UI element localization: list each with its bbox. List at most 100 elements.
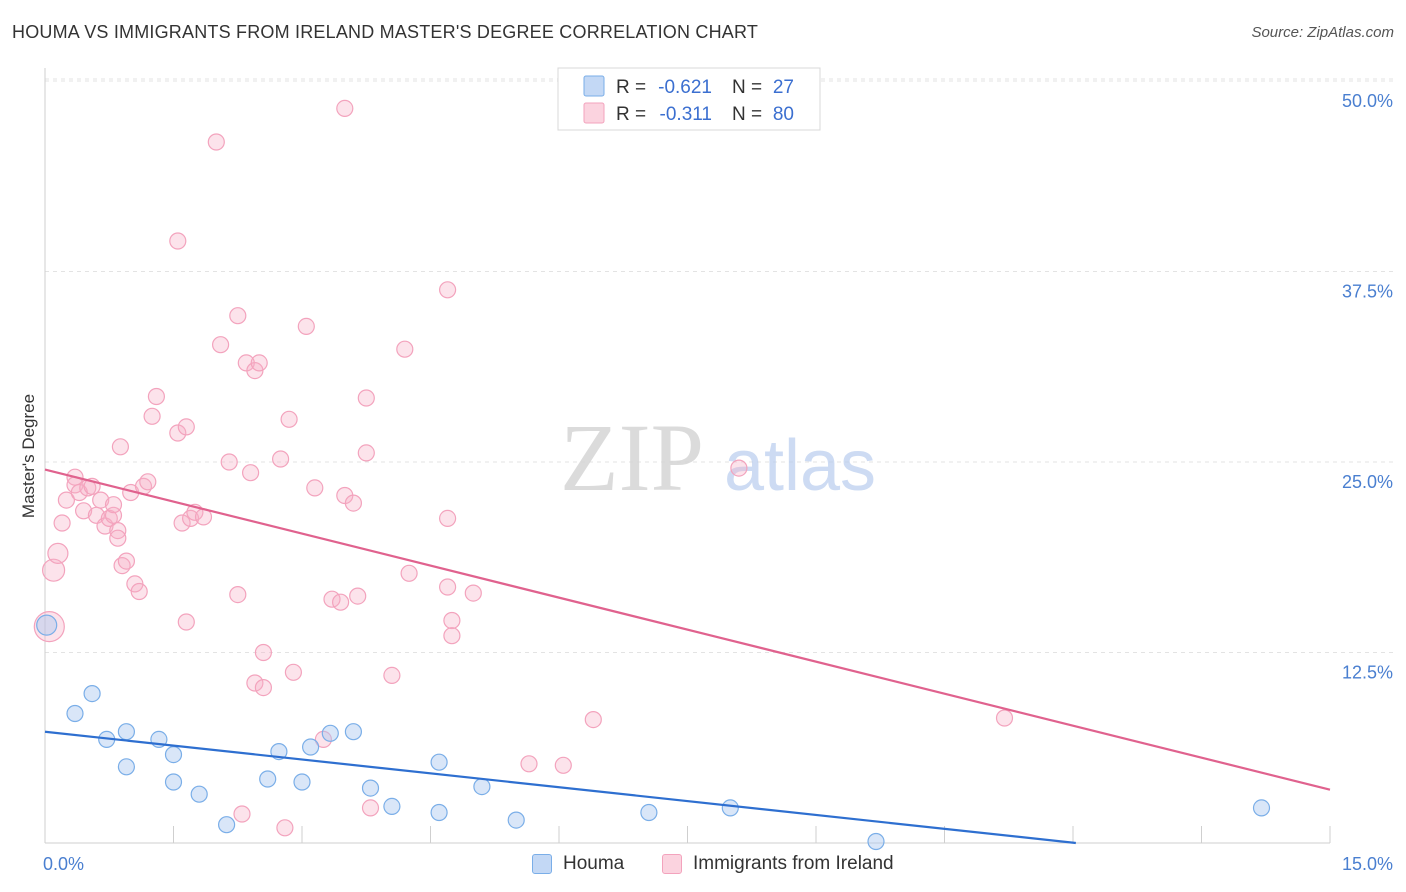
y-tick-label: 25.0% <box>1342 472 1393 492</box>
point-ireland <box>47 542 69 565</box>
point-houma <box>507 811 525 829</box>
point-ireland <box>53 514 71 532</box>
point-ireland <box>212 336 230 354</box>
point-ireland <box>396 340 414 358</box>
point-ireland <box>383 666 401 685</box>
point-ireland <box>173 514 191 532</box>
legend-n-value-ireland: 80 <box>773 104 794 125</box>
point-ireland <box>284 663 302 681</box>
watermark-zip: ZIP <box>560 404 704 511</box>
y-tick-label: 12.5% <box>1342 663 1393 683</box>
legend-n-label: N = <box>732 77 762 98</box>
y-tick-labels: 12.5% 25.0% 37.5% 50.0% <box>1342 91 1393 683</box>
point-ireland <box>443 627 461 645</box>
point-ireland <box>254 643 272 662</box>
point-ireland <box>730 459 748 477</box>
legend-r-value-houma: -0.621 <box>658 77 712 98</box>
point-ireland <box>306 479 324 497</box>
point-houma <box>430 753 448 771</box>
point-ireland <box>246 674 264 692</box>
point-ireland <box>439 281 457 299</box>
point-ireland <box>111 438 130 456</box>
point-ireland <box>242 464 260 482</box>
point-houma <box>190 785 208 803</box>
point-houma <box>383 797 401 816</box>
point-houma <box>361 779 380 797</box>
point-ireland <box>147 387 165 406</box>
point-ireland <box>143 407 161 425</box>
chart-source: Source: ZipAtlas.com <box>1251 24 1394 41</box>
point-ireland <box>297 317 315 335</box>
point-houma <box>36 614 58 636</box>
legend-swatch-houma <box>583 75 605 97</box>
point-ireland <box>229 307 247 325</box>
point-houma <box>302 738 320 756</box>
point-ireland <box>74 502 93 520</box>
series-legend: Houma Immigrants from Ireland <box>0 850 1406 880</box>
point-ireland <box>443 611 461 630</box>
legend-n-label: N = <box>732 104 762 125</box>
legend-item-houma: Houma <box>532 853 624 875</box>
point-ireland <box>554 756 572 774</box>
point-ireland <box>169 424 187 442</box>
point-houma <box>721 799 739 817</box>
point-ireland <box>233 805 251 823</box>
point-houma <box>164 745 183 764</box>
y-axis-label: Master's Degree <box>19 394 38 518</box>
stats-legend: R = -0.621 N = 27 R = -0.311 N = 80 <box>557 67 821 131</box>
point-ireland <box>314 730 332 749</box>
point-houma <box>117 758 136 776</box>
point-ireland <box>104 496 123 514</box>
point-ireland <box>57 491 76 509</box>
point-ireland <box>169 232 187 250</box>
point-ireland <box>584 710 602 729</box>
point-ireland <box>995 709 1014 727</box>
point-ireland <box>357 444 375 462</box>
point-ireland <box>130 582 148 601</box>
point-houma <box>640 803 658 822</box>
point-ireland <box>344 494 362 512</box>
point-ireland <box>250 354 268 372</box>
point-houma <box>867 832 885 851</box>
point-ireland <box>41 558 66 582</box>
point-houma <box>218 816 236 834</box>
point-houma <box>293 773 311 791</box>
legend-swatch-ireland <box>662 854 682 874</box>
x-tick-label-min: 0.0% <box>43 854 84 874</box>
legend-label-ireland: Immigrants from Ireland <box>693 853 894 874</box>
y-tick-label: 37.5% <box>1342 282 1393 302</box>
point-ireland <box>177 418 195 436</box>
chart-title: HOUMA VS IMMIGRANTS FROM IRELAND MASTER'… <box>12 22 759 42</box>
point-ireland <box>220 453 238 471</box>
point-ireland <box>332 593 350 611</box>
point-ireland <box>276 819 294 837</box>
point-houma <box>344 723 362 741</box>
point-ireland <box>207 133 225 151</box>
point-houma <box>164 773 183 791</box>
point-ireland <box>439 578 457 596</box>
point-ireland <box>177 613 195 631</box>
point-houma <box>259 770 277 788</box>
legend-r-label: R = <box>616 77 646 98</box>
point-ireland <box>349 587 367 605</box>
point-houma <box>473 777 491 796</box>
point-ireland <box>400 564 418 582</box>
legend-item-ireland: Immigrants from Ireland <box>662 853 894 875</box>
point-ireland <box>280 410 298 428</box>
point-houma <box>321 724 339 742</box>
point-houma <box>66 704 84 723</box>
x-tick-label-max: 15.0% <box>1342 854 1393 874</box>
point-houma <box>1252 799 1271 817</box>
point-ireland <box>229 585 247 604</box>
point-ireland <box>357 389 375 407</box>
point-ireland <box>92 491 110 509</box>
point-houma <box>430 803 448 822</box>
point-ireland <box>336 99 354 118</box>
legend-swatch-houma <box>532 854 552 874</box>
point-ireland <box>520 755 538 773</box>
point-ireland <box>139 473 157 491</box>
point-ireland <box>361 799 380 817</box>
legend-r-label: R = <box>616 104 646 125</box>
point-ireland <box>117 552 136 570</box>
point-ireland <box>109 529 127 547</box>
